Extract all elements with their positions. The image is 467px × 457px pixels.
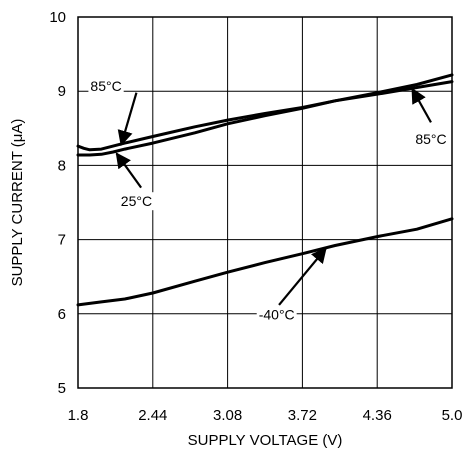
x-tick-label: 3.72 — [288, 407, 317, 424]
y-axis-title-prefix: SUPPLY CURRENT ( — [9, 142, 26, 286]
annotation-label-bg — [118, 192, 155, 211]
annotation-label-bg — [256, 305, 297, 324]
annotation-label-bg — [413, 129, 449, 148]
y-tick-label: 5 — [58, 380, 66, 397]
annotation-label: 25°C — [121, 193, 152, 209]
y-tick-label: 9 — [58, 83, 66, 100]
annotation-arrow — [278, 247, 327, 306]
annotation-label: -40°C — [259, 307, 295, 323]
series-layer — [76, 73, 454, 307]
plot-frame — [77, 16, 453, 389]
y-tick-label: 10 — [49, 9, 66, 26]
y-axis-title-suffix: A) — [9, 119, 26, 134]
x-tick-label: 1.8 — [68, 407, 89, 424]
x-axis-title: SUPPLY VOLTAGE (V) — [188, 432, 343, 449]
x-tick-label: 4.36 — [363, 407, 392, 424]
y-axis-title: SUPPLY CURRENT (μA) — [9, 119, 26, 287]
y-tick-label: 8 — [58, 157, 66, 174]
annotation-label: 85°C — [415, 131, 446, 147]
annotation-label-bg — [88, 77, 124, 96]
y-tick-label: 7 — [58, 232, 66, 249]
annotation-arrow — [115, 152, 143, 189]
x-tick-label: 3.08 — [213, 407, 242, 424]
tick-label-layer: 1.8 2.44 3.08 3.72 4.36 5.0 5 6 7 8 9 10 — [49, 9, 462, 424]
x-tick-label: 5.0 — [442, 407, 463, 424]
y-axis-title-greek: μ — [9, 134, 26, 143]
frame-layer — [77, 16, 453, 389]
series-line--40-c — [76, 217, 454, 307]
x-tick-label: 2.44 — [138, 407, 167, 424]
annotation-label: 85°C — [90, 78, 121, 94]
y-tick-label: 6 — [58, 306, 66, 323]
series-line-25-c — [76, 73, 454, 157]
annotation-layer: 85°C 25°C 85°C -40°C — [88, 77, 449, 324]
annotation-arrow — [117, 92, 138, 147]
annotation-arrow — [411, 87, 432, 123]
